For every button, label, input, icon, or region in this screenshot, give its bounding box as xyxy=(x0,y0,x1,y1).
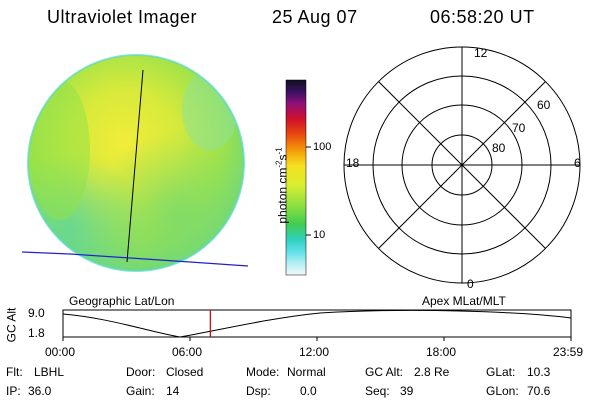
filter-value: LBHL xyxy=(34,365,65,379)
door-value: Closed xyxy=(166,365,204,379)
gain-value: 14 xyxy=(166,384,180,398)
orbit-altitude-curve xyxy=(62,309,572,338)
dsp-value: 0.0 xyxy=(300,384,317,398)
colorbar-tick-100: 100 xyxy=(313,141,332,153)
mode-value: Normal xyxy=(287,365,326,379)
gc-alt-value: 2.8 Re xyxy=(414,365,450,379)
glat-label: GLat: xyxy=(486,365,516,379)
colorbar-axis-label: photon cm-2s-1 xyxy=(274,147,290,224)
filter-label: Flt: xyxy=(6,365,23,379)
polar-label-6: 6 xyxy=(574,156,581,170)
ip-value: 36.0 xyxy=(28,384,52,398)
orbit-ytick-min: 1.8 xyxy=(28,326,45,340)
polar-label-0: 0 xyxy=(467,277,474,291)
mode-label: Mode: xyxy=(246,365,280,379)
polar-lat-80: 80 xyxy=(492,141,506,155)
gain-label: Gain: xyxy=(126,384,155,398)
geographic-label: Geographic Lat/Lon xyxy=(69,294,175,308)
app-title: Ultraviolet Imager xyxy=(47,7,198,27)
date-label: 25 Aug 07 xyxy=(272,7,358,27)
colorbar-tick-10: 10 xyxy=(313,229,326,241)
orbit-plot-frame xyxy=(62,309,572,338)
orbit-xtick-3: 18:00 xyxy=(426,345,457,359)
glon-value: 70.6 xyxy=(527,384,551,398)
glon-label: GLon: xyxy=(486,384,519,398)
apex-label: Apex MLat/MLT xyxy=(422,294,506,308)
polar-label-12: 12 xyxy=(474,46,488,60)
meridian-line xyxy=(126,69,144,263)
seq-label: Seq: xyxy=(365,384,390,398)
uv-disk xyxy=(27,54,245,272)
polar-grid xyxy=(343,46,581,284)
seq-value: 39 xyxy=(400,384,414,398)
polar-label-18: 18 xyxy=(346,156,360,170)
orbit-ytick-max: 9.0 xyxy=(28,306,45,320)
gc-alt-label: GC Alt: xyxy=(365,365,404,379)
orbit-xtick-2: 12:00 xyxy=(299,345,330,359)
polar-lat-70: 70 xyxy=(512,121,526,135)
orbit-xtick-4: 23:59 xyxy=(553,345,584,359)
orbit-xtick-1: 06:00 xyxy=(172,345,203,359)
ip-label: IP: xyxy=(6,384,21,398)
orbit-xtick-0: 00:00 xyxy=(45,345,76,359)
time-label: 06:58:20 UT xyxy=(430,7,535,27)
glat-value: 10.3 xyxy=(527,365,551,379)
equator-line xyxy=(21,251,249,267)
door-label: Door: xyxy=(126,365,156,379)
colorbar xyxy=(285,79,307,276)
orbit-ylabel: GC Alt xyxy=(4,307,19,343)
dsp-label: Dsp: xyxy=(246,384,271,398)
polar-lat-60: 60 xyxy=(537,98,551,112)
